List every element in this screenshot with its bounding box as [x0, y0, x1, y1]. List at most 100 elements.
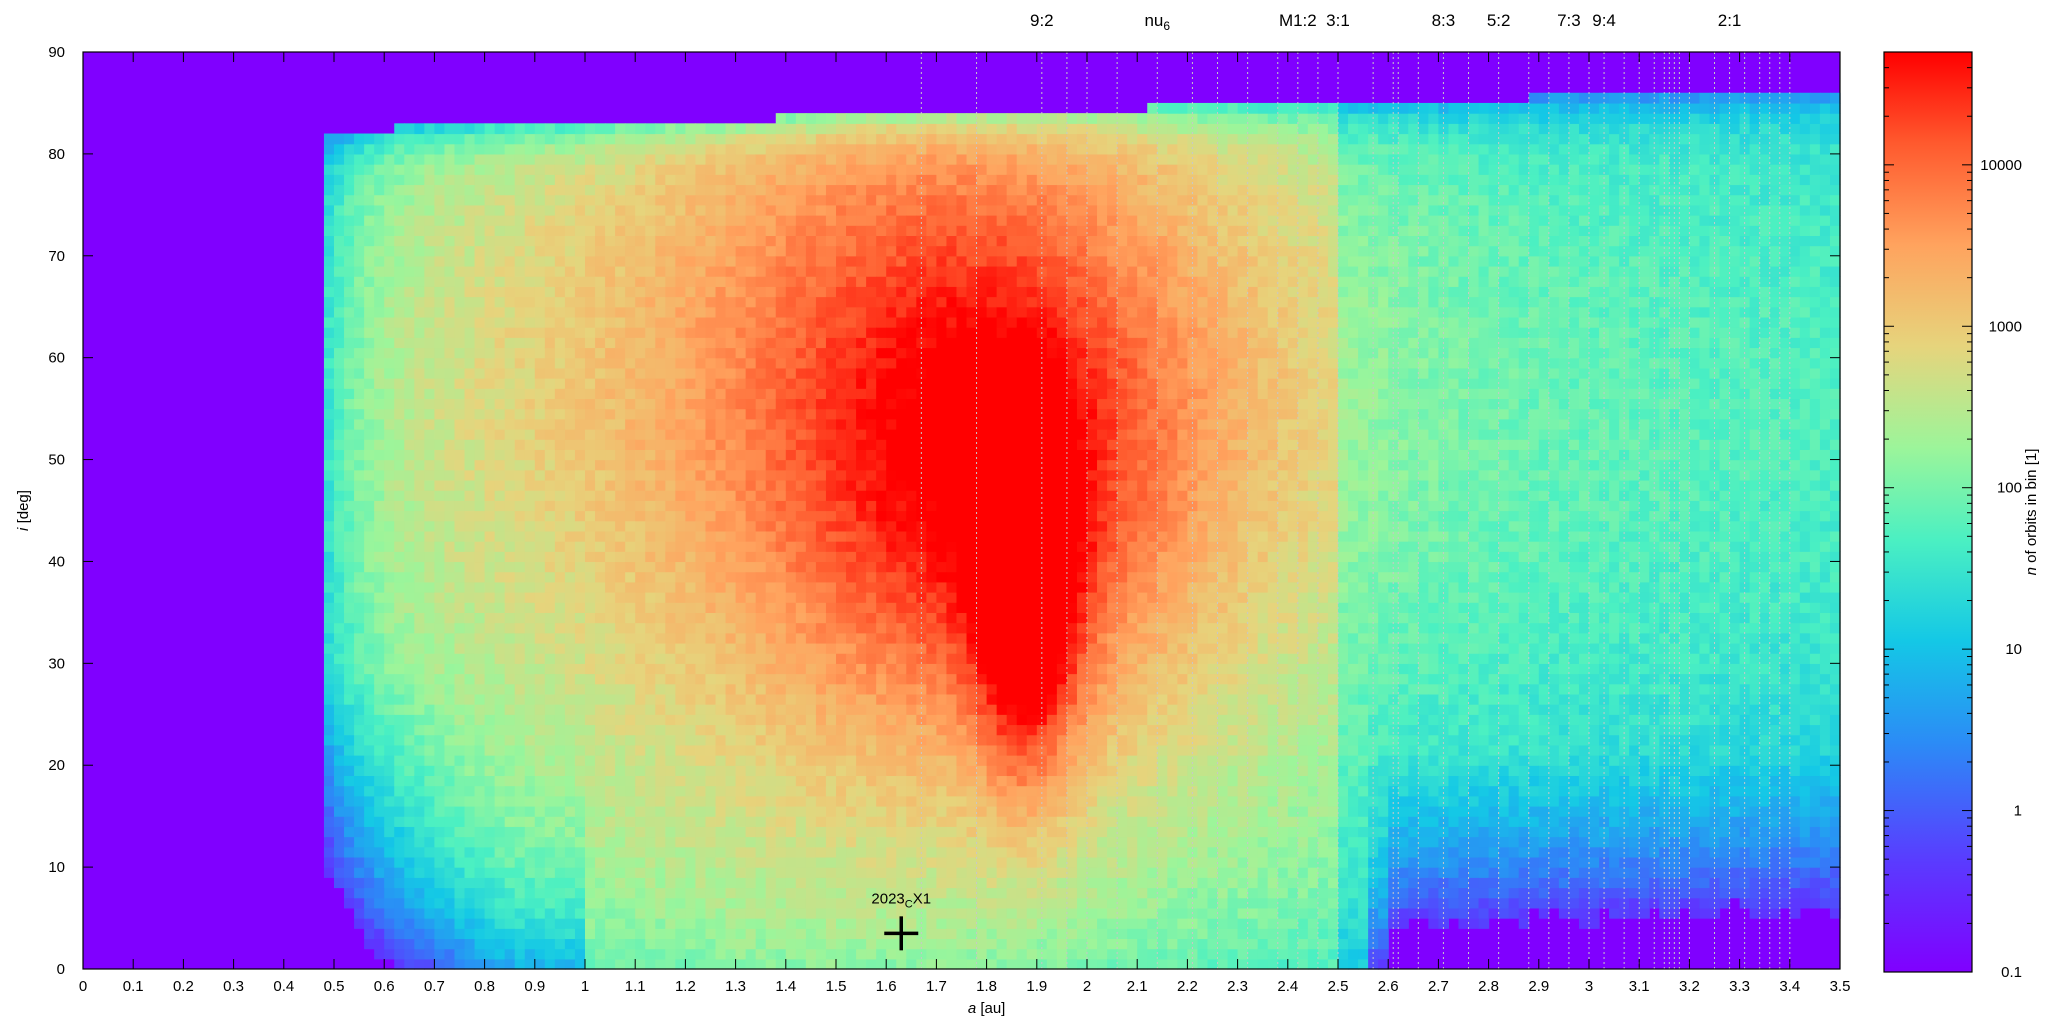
- heatmap-cell: [685, 123, 697, 135]
- heatmap-cell: [755, 510, 767, 522]
- heatmap-cell: [374, 347, 385, 359]
- heatmap-cell: [474, 367, 486, 379]
- heatmap-cell: [504, 316, 516, 328]
- heatmap-cell: [715, 541, 727, 552]
- heatmap-cell: [705, 510, 717, 522]
- heatmap-cell: [444, 785, 456, 797]
- heatmap-cell: [906, 867, 917, 878]
- heatmap-cell: [354, 500, 365, 512]
- heatmap-cell: [866, 316, 877, 328]
- heatmap-cell: [534, 663, 546, 675]
- heatmap-cell: [605, 367, 616, 379]
- heatmap-cell: [886, 174, 897, 186]
- heatmap-cell: [765, 744, 777, 756]
- heatmap-cell: [595, 683, 606, 695]
- heatmap-cell: [364, 204, 375, 216]
- heatmap-cell: [574, 123, 586, 135]
- heatmap-cell: [665, 938, 676, 950]
- heatmap-cell: [866, 459, 877, 471]
- heatmap-cell: [384, 551, 395, 563]
- heatmap-cell: [745, 367, 757, 379]
- heatmap-cell: [374, 795, 385, 807]
- heatmap-cell: [354, 520, 365, 532]
- heatmap-cell: [494, 571, 506, 583]
- heatmap-cell: [886, 867, 897, 878]
- heatmap-cell: [444, 612, 456, 624]
- heatmap-cell: [625, 418, 636, 430]
- heatmap-cell: [354, 398, 365, 410]
- heatmap-cell: [394, 602, 405, 613]
- heatmap-cell: [454, 398, 466, 410]
- heatmap-cell: [595, 602, 606, 613]
- heatmap-cell: [765, 296, 777, 308]
- heatmap-cell: [534, 755, 546, 766]
- heatmap-cell: [685, 765, 697, 777]
- heatmap-cell: [725, 357, 737, 369]
- heatmap-cell: [765, 795, 777, 807]
- heatmap-cell: [595, 551, 606, 563]
- heatmap-cell: [836, 846, 847, 858]
- heatmap-cell: [745, 551, 757, 563]
- heatmap-cell: [605, 215, 616, 226]
- heatmap-cell: [394, 286, 405, 298]
- heatmap-cell: [514, 541, 526, 552]
- heatmap-cell: [805, 846, 817, 858]
- heatmap-cell: [394, 816, 405, 827]
- heatmap-cell: [404, 530, 415, 542]
- heatmap-cell: [906, 795, 917, 807]
- heatmap-cell: [444, 286, 456, 298]
- heatmap-cell: [464, 622, 476, 634]
- heatmap-cell: [554, 816, 566, 827]
- heatmap-cell: [514, 958, 526, 970]
- heatmap-cell: [785, 164, 797, 175]
- heatmap-cell: [755, 877, 767, 889]
- heatmap-cell: [645, 245, 656, 257]
- heatmap-cell: [464, 612, 476, 624]
- heatmap-cell: [765, 877, 777, 889]
- heatmap-cell: [715, 877, 727, 889]
- heatmap-cell: [564, 663, 576, 675]
- heatmap-cell: [394, 867, 405, 878]
- heatmap-cell: [414, 133, 425, 145]
- heatmap-cell: [595, 265, 606, 277]
- heatmap-cell: [916, 408, 927, 420]
- heatmap-cell: [585, 276, 596, 287]
- heatmap-cell: [464, 653, 476, 664]
- heatmap-cell: [595, 897, 606, 909]
- heatmap-cell: [344, 734, 355, 746]
- heatmap-cell: [484, 184, 496, 196]
- heatmap-cell: [514, 235, 526, 247]
- heatmap-cell: [404, 642, 415, 654]
- heatmap-cell: [856, 337, 867, 349]
- heatmap-cell: [615, 469, 626, 481]
- heatmap-cell: [916, 795, 927, 807]
- heatmap-cell: [755, 907, 767, 919]
- heatmap-cell: [866, 704, 877, 715]
- heatmap-cell: [444, 357, 456, 369]
- heatmap-cell: [444, 846, 456, 858]
- heatmap-cell: [434, 612, 446, 624]
- heatmap-cell: [434, 632, 446, 644]
- heatmap-cell: [665, 795, 676, 807]
- heatmap-cell: [805, 632, 817, 644]
- heatmap-cell: [574, 439, 586, 450]
- heatmap-cells: [83, 52, 1841, 970]
- heatmap-cell: [554, 561, 566, 573]
- heatmap-cell: [695, 632, 707, 644]
- heatmap-cell: [374, 306, 385, 318]
- heatmap-cell: [695, 918, 707, 929]
- heatmap-cell: [906, 571, 917, 583]
- heatmap-cell: [735, 510, 747, 522]
- heatmap-cell: [414, 123, 425, 135]
- heatmap-cell: [916, 459, 927, 471]
- heatmap-cell: [615, 530, 626, 542]
- heatmap-cell: [695, 388, 707, 400]
- heatmap-cell: [856, 826, 867, 838]
- heatmap-cell: [645, 561, 656, 573]
- heatmap-cell: [815, 113, 827, 124]
- heatmap-cell: [926, 592, 937, 603]
- heatmap-cell: [745, 775, 757, 787]
- heatmap-cell: [896, 561, 907, 573]
- heatmap-cell: [765, 245, 777, 257]
- heatmap-cell: [344, 408, 355, 420]
